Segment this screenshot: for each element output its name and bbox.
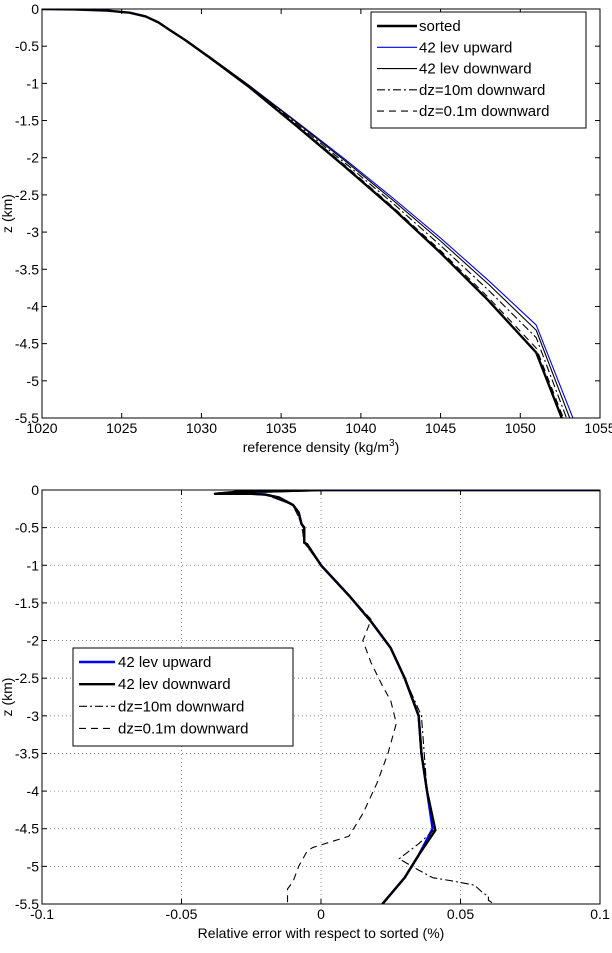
y-tick-label: -1.5 — [15, 595, 39, 611]
x-tick-label: -0.05 — [166, 906, 198, 922]
legend-box — [72, 647, 294, 747]
y-tick-label: -4.5 — [15, 821, 39, 837]
y-axis-label: z (km) — [0, 194, 15, 233]
series-line-5 — [42, 9, 564, 418]
legend-label-3: 42 lev downward — [419, 61, 532, 78]
y-tick-label: -3.5 — [15, 745, 39, 761]
chart-1: 1020 1025 1030 1035 1040 1045 1050 1055 0 -0.5 -1 -… — [0, 1, 612, 455]
x-tick-label: -0.1 — [30, 906, 54, 922]
legend: 42 lev upward 42 lev downward dz=10m downw… — [72, 647, 294, 747]
y-tick-label: -1.5 — [15, 113, 39, 129]
x-tick-label: 0.1 — [590, 906, 610, 922]
y-tick-label: -2.5 — [15, 187, 39, 203]
y-tick-label: -4.5 — [15, 336, 39, 352]
y-tick-label: -3 — [27, 708, 40, 724]
legend-label-3: dz=10m downward — [118, 698, 244, 715]
y-tick-label: -5.5 — [15, 410, 39, 426]
chart-2: -0.1 -0.05 0 0.05 0.1 0 -0.5 -1 -1.5 -2 -2.5 -3 -3.5… — [0, 482, 610, 941]
y-tick-label: -1 — [27, 75, 40, 91]
y-tick-label: -0.5 — [15, 38, 39, 54]
x-tick-label: 1025 — [106, 420, 137, 436]
y-tick-label: -5 — [27, 858, 40, 874]
y-axis-label: z (km) — [0, 678, 15, 717]
x-tick-label: 0 — [317, 906, 325, 922]
x-tick-label: 0.05 — [447, 906, 474, 922]
legend-label-5: dz=0.1m downward — [419, 103, 550, 120]
legend: sorted 42 lev upward 42 lev downward dz=10m… — [370, 11, 587, 129]
y-tick-label: -2 — [27, 150, 40, 166]
y-tick-label: -4 — [27, 783, 40, 799]
y-tick-label: -3 — [27, 224, 40, 240]
x-tick-label: 1035 — [266, 420, 297, 436]
x-axis-label: Relative error with respect to sorted (%… — [198, 925, 445, 941]
plot-frame — [41, 8, 601, 419]
legend-label-4: dz=0.1m downward — [118, 720, 249, 737]
x-axis-label: reference density (kg/m3) — [243, 438, 400, 455]
y-tick-label: -4 — [27, 298, 40, 314]
legend-label-2: 42 lev downward — [118, 676, 231, 693]
x-tick-label: 1050 — [505, 420, 536, 436]
y-tick-label: -5 — [27, 373, 40, 389]
y-tick-label: -2 — [27, 633, 40, 649]
y-tick-label: 0 — [31, 1, 39, 17]
legend-label-4: dz=10m downward — [419, 82, 545, 99]
series-line-4 — [42, 9, 568, 418]
legend-label-1: sorted — [419, 18, 461, 35]
legend-label-2: 42 lev upward — [419, 39, 512, 56]
legend-label-1: 42 lev upward — [118, 654, 211, 671]
legend-box — [370, 11, 587, 129]
y-tick-label: -0.5 — [15, 520, 39, 536]
x-tick-label: 1030 — [186, 420, 217, 436]
y-tick-label: 0 — [31, 482, 39, 498]
y-tick-label: -5.5 — [15, 896, 39, 912]
x-tick-label: 1040 — [345, 420, 376, 436]
y-tick-label: -1 — [27, 557, 40, 573]
x-tick-label: 1045 — [425, 420, 456, 436]
y-tick-label: -3.5 — [15, 261, 39, 277]
y-tick-label: -2.5 — [15, 670, 39, 686]
x-tick-label: 1020 — [26, 420, 57, 436]
series-line-4 — [214, 490, 600, 904]
x-tick-label: 1055 — [584, 420, 612, 436]
series-line-3 — [214, 490, 600, 904]
